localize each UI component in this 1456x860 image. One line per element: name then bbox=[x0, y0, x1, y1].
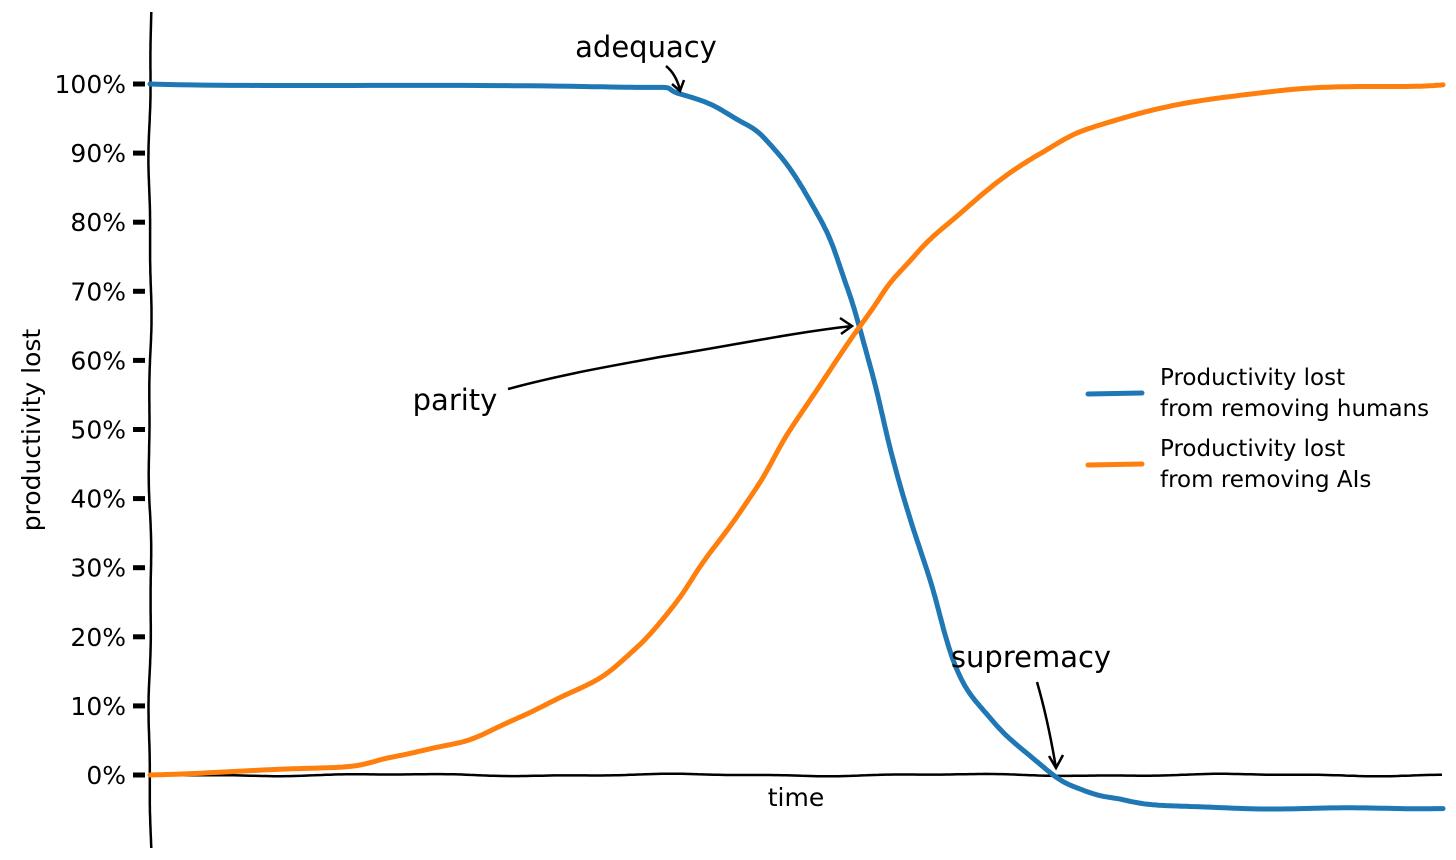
y-tick-label: 30% bbox=[70, 554, 126, 583]
y-tick-label: 90% bbox=[70, 139, 126, 168]
arrow-icon bbox=[1035, 681, 1065, 771]
legend-swatch-humans bbox=[1085, 390, 1145, 397]
y-tick-label: 70% bbox=[70, 277, 126, 306]
annotation-parity-label: parity bbox=[413, 383, 498, 417]
annotation-parity: parity bbox=[413, 316, 855, 417]
legend: Productivity lost from removing humans P… bbox=[1085, 365, 1429, 493]
y-ticks: 0% 10% 20% 30% 40% 50% 60% 70% 80% 90% 100% bbox=[55, 70, 145, 790]
annotation-adequacy-label: adequacy bbox=[575, 30, 717, 64]
legend-swatch-ais bbox=[1085, 461, 1145, 468]
legend-label-ais-line1: Productivity lost bbox=[1160, 436, 1345, 462]
annotation-supremacy: supremacy bbox=[951, 640, 1111, 771]
legend-label-humans-line1: Productivity lost bbox=[1160, 365, 1345, 391]
y-tick-label: 100% bbox=[55, 70, 126, 99]
y-tick-label: 10% bbox=[70, 692, 126, 721]
axes bbox=[147, 11, 1442, 849]
legend-label-humans-line2: from removing humans bbox=[1160, 396, 1429, 422]
y-tick-label: 40% bbox=[70, 485, 126, 514]
annotation-supremacy-label: supremacy bbox=[951, 640, 1111, 674]
y-tick-label: 60% bbox=[70, 346, 126, 375]
y-tick-label: 80% bbox=[70, 208, 126, 237]
arrow-icon bbox=[507, 316, 855, 391]
x-axis-label: time bbox=[768, 783, 824, 812]
series-line-0 bbox=[147, 81, 1446, 812]
annotation-adequacy: adequacy bbox=[575, 30, 717, 94]
y-tick-label: 20% bbox=[70, 623, 126, 652]
x-axis-zero-line bbox=[149, 772, 1442, 778]
arrow-icon bbox=[665, 65, 686, 94]
legend-label-ais-line2: from removing AIs bbox=[1160, 467, 1371, 493]
y-tick-label: 50% bbox=[70, 416, 126, 445]
y-axis-line bbox=[147, 11, 153, 849]
legend-item-humans: Productivity lost from removing humans bbox=[1085, 365, 1429, 422]
series-lines bbox=[147, 81, 1446, 812]
y-tick-label: 0% bbox=[86, 761, 126, 790]
legend-item-ais: Productivity lost from removing AIs bbox=[1085, 436, 1371, 493]
series-line-1 bbox=[147, 82, 1446, 778]
y-axis-label: productivity lost bbox=[17, 329, 46, 532]
